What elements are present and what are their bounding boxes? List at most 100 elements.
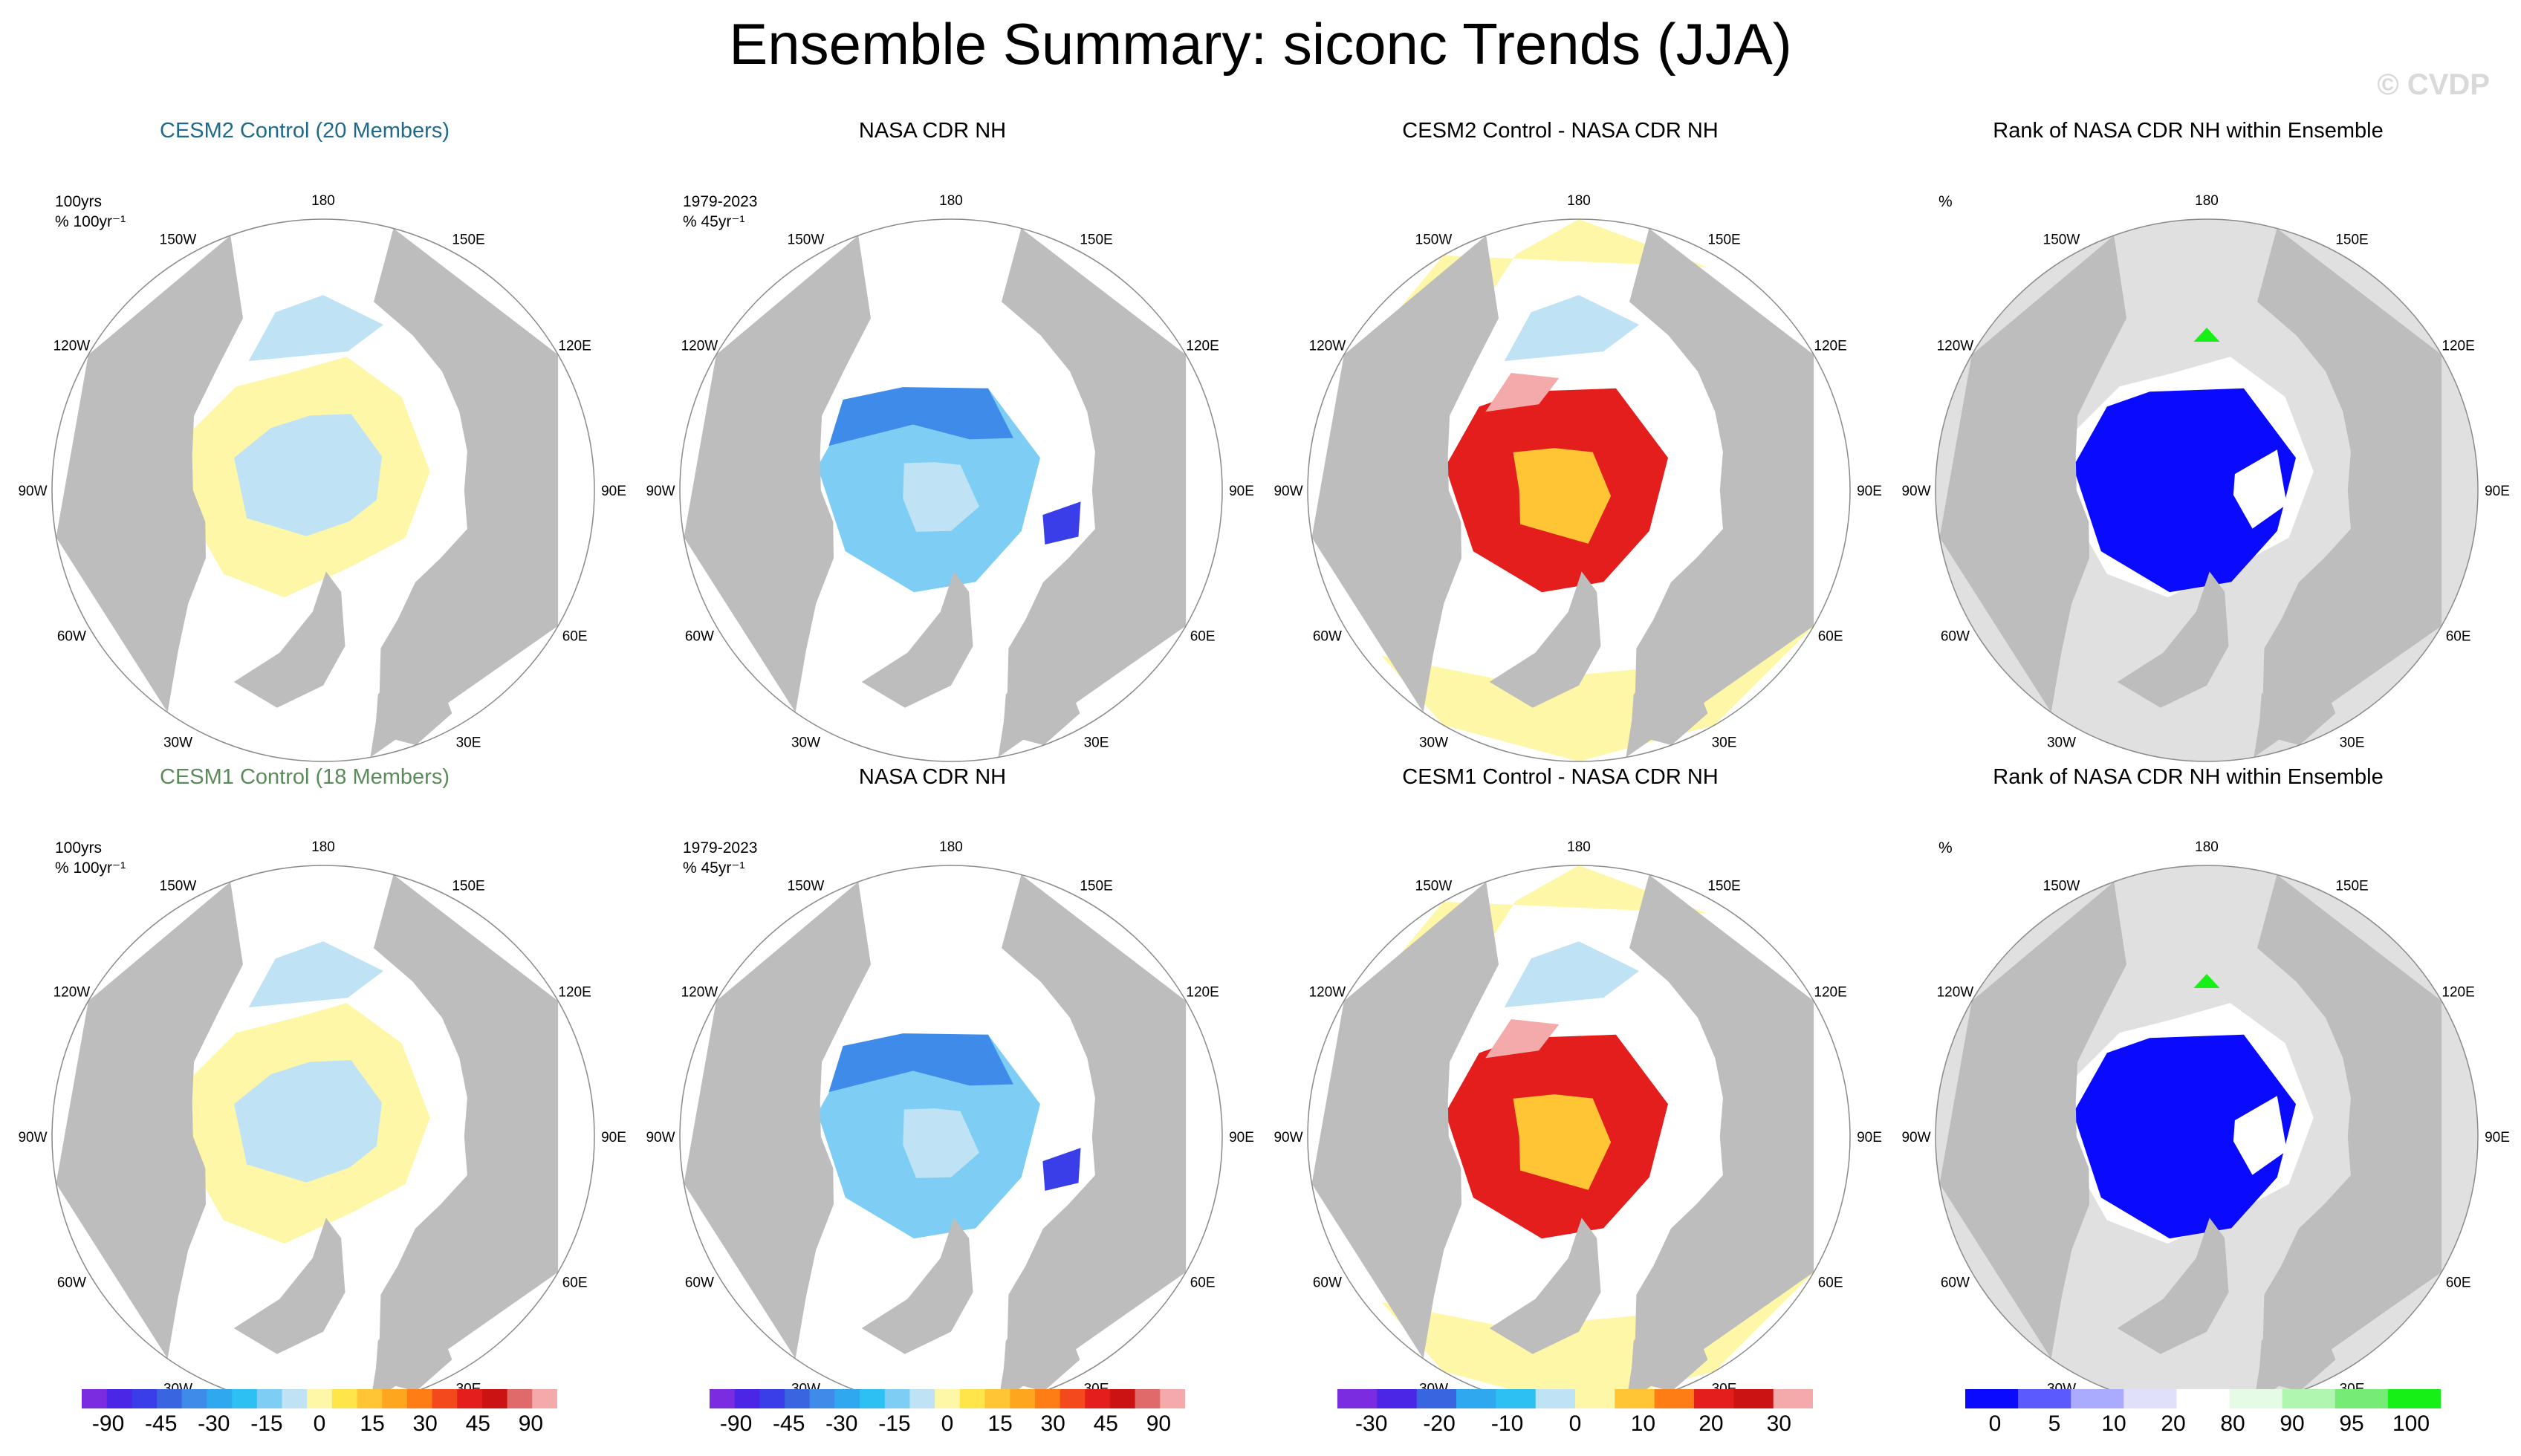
longitude-label: 30W	[791, 735, 820, 751]
colorbar-tick-label: 0	[941, 1411, 954, 1434]
colorbar-swatch	[181, 1389, 207, 1408]
colorbar-swatch	[382, 1389, 408, 1408]
colorbar-swatch	[2335, 1389, 2389, 1408]
colorbar-tick-label: 90	[2280, 1411, 2304, 1434]
longitude-label: 120W	[1937, 339, 1974, 354]
longitude-label: 90W	[1901, 484, 1930, 499]
sea-ice-trend-region	[2193, 974, 2220, 988]
longitude-label: 30E	[1084, 735, 1109, 751]
sea-ice-trend-region	[234, 414, 382, 536]
sea-ice-trend-region	[2233, 449, 2287, 529]
land-mass	[1311, 882, 1499, 1359]
colorbar-swatch	[759, 1389, 785, 1408]
colorbar-swatch	[357, 1389, 383, 1408]
colorbar-swatch	[1965, 1389, 2019, 1408]
colorbar-swatch	[959, 1389, 985, 1408]
colorbar-swatch	[1694, 1389, 1734, 1408]
panel-note-line: % 100yr⁻¹	[55, 859, 126, 877]
diff-colorbar: -30 -20 -10 0 10 20 30	[1337, 1389, 1813, 1434]
colorbar-tick-label: -10	[1491, 1411, 1523, 1434]
land-mass	[2258, 662, 2336, 745]
longitude-label: 60E	[2446, 1275, 2471, 1291]
land-mass	[1939, 235, 2126, 712]
land-mass	[1002, 662, 1080, 745]
map-panel-cesm2-minus-obs: CESM2 Control - NASA CDR NH 180 150E 120E 90…	[1256, 119, 1882, 773]
longitude-label: 120E	[1186, 985, 1219, 1001]
map-panel-cesm1-minus-obs: CESM1 Control - NASA CDR NH 180 150E 120E 90…	[1256, 765, 1882, 1419]
longitude-label: 90W	[18, 1130, 47, 1145]
colorbar-swatch	[432, 1389, 458, 1408]
sea-ice-trend-region	[903, 462, 979, 532]
longitude-label: 60W	[57, 1275, 86, 1291]
colorbar-swatch	[1575, 1389, 1615, 1408]
colorbar-swatch	[2229, 1389, 2283, 1408]
longitude-label: 90W	[646, 1130, 675, 1145]
colorbar-tick-label: -30	[1355, 1411, 1387, 1434]
colorbar-swatch	[1377, 1389, 1418, 1408]
land-mass	[370, 874, 559, 1404]
colorbar-tick-label: -15	[250, 1411, 282, 1434]
polar-map: 180150E120E90E60E30E030W60W90W120W150W	[18, 839, 626, 1408]
colorbar-swatch	[2123, 1389, 2177, 1408]
land-mass	[1489, 1218, 1601, 1354]
longitude-label: 120E	[1814, 339, 1846, 354]
land-mass	[1939, 882, 2126, 1359]
sea-ice-trend-region	[1485, 373, 1560, 412]
sea-ice-trend-region	[1513, 448, 1612, 544]
longitude-label: 30E	[456, 735, 481, 751]
colorbar-tick-label: 10	[1631, 1411, 1655, 1434]
colorbar-tick-label: -90	[720, 1411, 752, 1434]
longitude-label: 90W	[646, 484, 675, 499]
colorbar-swatch	[834, 1389, 860, 1408]
panel-title: CESM2 Control - NASA CDR NH	[1402, 119, 1719, 143]
panel-title: NASA CDR NH	[858, 119, 1007, 143]
longitude-label: 180	[2195, 839, 2219, 855]
land-mass	[374, 1308, 452, 1391]
sea-ice-trend-region	[1042, 501, 1081, 545]
panel-note-line: % 45yr⁻¹	[683, 213, 745, 230]
panel-units-note: %	[1938, 192, 1953, 212]
sea-ice-trend-region	[2073, 1034, 2296, 1239]
longitude-label: 120E	[558, 339, 591, 354]
colorbar-swatch	[2071, 1389, 2124, 1408]
land-mass	[1630, 662, 1708, 745]
colorbar-tick-label: -30	[198, 1411, 230, 1434]
longitude-label: 30W	[1419, 735, 1448, 751]
land-mass	[1626, 874, 1814, 1404]
longitude-label: 150E	[1080, 232, 1112, 247]
longitude-label: 60W	[685, 629, 714, 645]
colorbar-tick-label: 30	[413, 1411, 438, 1434]
colorbar-swatch	[2018, 1389, 2071, 1408]
longitude-label: 120E	[558, 985, 591, 1001]
longitude-label: 30E	[2340, 735, 2365, 751]
polar-map: 180150E120E90E60E30E030W60W90W120W150W	[646, 839, 1254, 1408]
longitude-label: 120E	[2441, 985, 2474, 1001]
longitude-label: 60W	[1313, 1275, 1342, 1291]
longitude-label: 60W	[1941, 629, 1970, 645]
longitude-label: 60W	[1941, 1275, 1970, 1291]
colorbar-swatch	[532, 1389, 557, 1408]
colorbar-swatch	[1010, 1389, 1036, 1408]
colorbar-swatch	[1034, 1389, 1061, 1408]
cvdp-watermark: © CVDP	[2377, 68, 2490, 101]
longitude-label: 60E	[1818, 1275, 1843, 1291]
map-boundary	[51, 218, 595, 762]
colorbar-swatch	[481, 1389, 508, 1408]
colorbar-tick-label: 100	[2392, 1411, 2430, 1434]
longitude-label: 180	[1567, 839, 1591, 855]
sea-ice-trend-region	[903, 1108, 979, 1178]
panel-units-note: 100yrs % 100yr⁻¹	[55, 838, 126, 878]
colorbar-tick-label: 30	[1767, 1411, 1791, 1434]
colorbar-swatch	[1160, 1389, 1185, 1408]
colorbar-swatch	[984, 1389, 1010, 1408]
colorbar-swatch	[1773, 1389, 1813, 1408]
colorbar-swatch	[457, 1389, 483, 1408]
panel-title: Rank of NASA CDR NH within Ensemble	[1993, 119, 2384, 143]
polar-map: 180150E120E90E60E30E030W60W90W120W150W	[1274, 193, 1882, 762]
longitude-label: 120W	[1937, 985, 1974, 1001]
colorbar-tick-label: 95	[2339, 1411, 2363, 1434]
sea-ice-trend-region	[1504, 941, 1640, 1008]
longitude-label: 180	[311, 839, 335, 855]
colorbar-swatch	[256, 1389, 282, 1408]
land-mass	[1489, 571, 1601, 708]
